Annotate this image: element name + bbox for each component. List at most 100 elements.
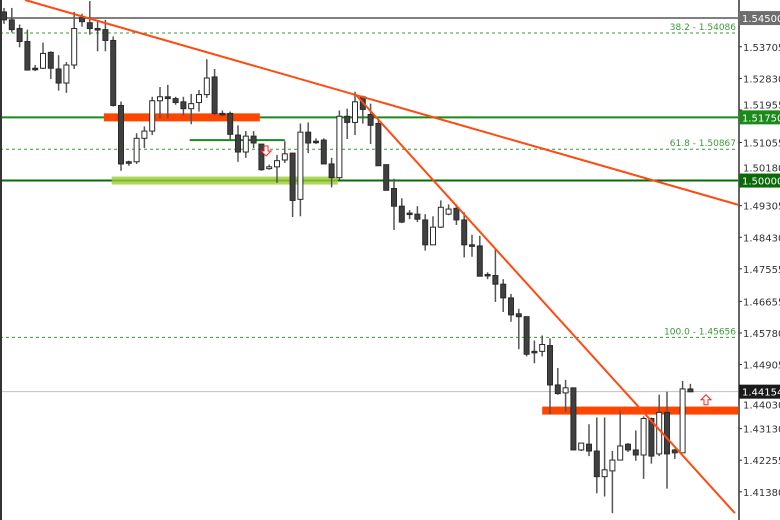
bull-candle	[188, 103, 195, 110]
bear-candle	[414, 213, 421, 220]
bull-candle	[336, 115, 343, 179]
price-tick-label: 1.43130	[743, 425, 780, 436]
bull-candle	[601, 469, 608, 478]
bull-candle	[437, 206, 444, 228]
bull-candle	[679, 388, 686, 454]
bear-candle	[235, 134, 241, 153]
bear-candle	[313, 140, 319, 144]
bear-candle	[671, 449, 678, 454]
bear-candle	[398, 205, 405, 223]
price-tick-label: 1.41380	[743, 488, 780, 499]
bull-candle	[63, 64, 70, 84]
price-tick-label: 1.53705	[743, 43, 780, 54]
bear-candle	[515, 313, 522, 318]
bear-candle	[406, 212, 413, 216]
fib-level-label: 38.2 - 1.54086	[670, 23, 736, 33]
bull-candle	[562, 387, 569, 394]
price-tick-label: 1.48430	[743, 233, 780, 244]
bear-candle	[383, 164, 390, 191]
price-tick-label: 1.42255	[743, 456, 780, 467]
price-tag-label: 1.50000	[742, 177, 780, 188]
bear-candle	[1, 11, 7, 21]
bear-candle	[219, 112, 226, 116]
bear-candle	[328, 163, 335, 179]
bull-candle	[149, 100, 156, 132]
price-tick-label: 1.44030	[743, 401, 780, 412]
arrow-up-icon	[699, 394, 713, 406]
bear-candle	[305, 131, 312, 144]
bear-candle	[422, 219, 429, 246]
bull-candle	[297, 131, 304, 200]
trendline	[24, 0, 739, 206]
price-tag	[739, 173, 780, 188]
bull-candle	[157, 96, 163, 102]
bull-candle	[617, 445, 624, 461]
bull-candle	[281, 153, 288, 161]
bear-candle	[547, 345, 553, 386]
bull-candle	[539, 344, 546, 352]
bull-candle	[266, 166, 273, 170]
bear-candle	[320, 139, 327, 165]
bull-candle	[71, 28, 78, 66]
bear-candle	[570, 387, 577, 451]
bear-candle	[523, 316, 530, 355]
price-tag-label: 1.51750	[742, 113, 780, 124]
bear-candle	[164, 96, 171, 100]
bear-candle	[94, 28, 101, 31]
bear-candle	[375, 123, 382, 167]
price-tick-label: 1.45780	[743, 329, 780, 340]
bear-candle	[625, 443, 631, 451]
price-tag-label: 1.54500	[742, 14, 780, 25]
bull-candle	[609, 459, 616, 472]
bear-candle	[453, 207, 460, 221]
bull-candle	[141, 130, 148, 139]
fib-level-label: 61.8 - 1.50867	[670, 139, 736, 149]
bear-candle	[469, 244, 475, 247]
bear-candle	[344, 115, 351, 123]
bear-candle	[461, 219, 468, 246]
bear-candle	[500, 283, 507, 299]
price-tick-label: 1.52830	[743, 74, 780, 85]
price-tag-label: 1.44154	[742, 388, 780, 399]
bear-candle	[687, 388, 694, 393]
bear-candle	[664, 411, 670, 455]
bear-candle	[55, 68, 62, 84]
bear-candle	[289, 152, 296, 201]
bear-candle	[531, 350, 538, 354]
bear-candle	[102, 29, 109, 41]
bear-candle	[227, 112, 234, 135]
bear-candle	[86, 22, 93, 30]
price-tag	[739, 384, 780, 399]
price-zone	[111, 176, 338, 185]
bear-candle	[125, 161, 132, 164]
bear-candle	[180, 101, 187, 110]
price-axis-background	[738, 0, 780, 520]
bear-candle	[211, 76, 218, 114]
bear-candle	[492, 275, 499, 285]
bear-candle	[110, 39, 117, 106]
bull-candle	[656, 411, 663, 455]
bear-candle	[32, 67, 39, 71]
bull-candle	[196, 94, 202, 104]
fib-level-label: 100.0 - 1.45656	[664, 327, 736, 337]
bear-candle	[47, 51, 54, 69]
bear-candle	[632, 449, 639, 456]
trendline	[354, 93, 736, 514]
bull-candle	[430, 226, 436, 246]
price-tick-label: 1.49305	[743, 202, 780, 213]
bear-candle	[391, 188, 397, 207]
bear-candle	[484, 273, 491, 277]
bear-candle	[648, 418, 655, 457]
bear-candle	[476, 245, 483, 277]
price-tick-label: 1.51055	[743, 138, 780, 149]
price-tag	[739, 110, 780, 125]
bear-candle	[554, 384, 561, 395]
price-zone	[103, 113, 260, 122]
price-tick-label: 1.47555	[743, 265, 780, 276]
bull-candle	[352, 101, 358, 123]
bear-candle	[250, 135, 257, 144]
bull-candle	[578, 442, 585, 451]
bull-candle	[640, 418, 647, 456]
bear-candle	[593, 450, 600, 478]
bull-candle	[274, 160, 280, 168]
